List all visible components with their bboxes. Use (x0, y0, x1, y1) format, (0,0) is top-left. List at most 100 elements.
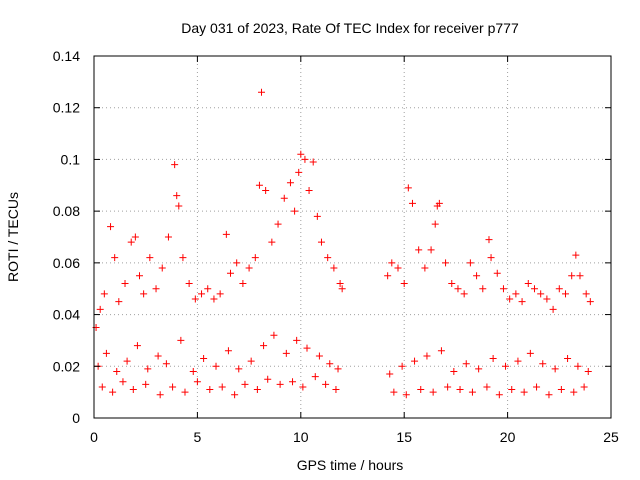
data-point (171, 161, 179, 169)
data-point (400, 280, 408, 288)
data-point (264, 375, 272, 383)
data-point (562, 290, 570, 298)
chart-title: Day 031 of 2023, Rate Of TEC Index for r… (181, 20, 519, 36)
data-point (113, 367, 121, 375)
data-point (315, 352, 323, 360)
data-point (276, 380, 284, 388)
data-point (111, 254, 119, 262)
data-point (502, 362, 510, 370)
data-point (435, 199, 443, 207)
data-point (251, 254, 259, 262)
y-tick-label: 0.06 (53, 255, 80, 271)
data-point (466, 259, 474, 267)
data-point (198, 290, 206, 298)
data-point (398, 362, 406, 370)
data-point (291, 207, 299, 215)
data-point (154, 352, 162, 360)
data-point (109, 388, 117, 396)
data-point (543, 295, 551, 303)
data-point (539, 360, 547, 368)
data-point (107, 223, 115, 231)
axis-ticks: 0 5 10 15 20 25 0 0.02 0.04 0.06 0.08 0.1 0.12 0.14 (53, 48, 619, 445)
data-point (326, 360, 334, 368)
data-point (551, 365, 559, 373)
data-point (450, 367, 458, 375)
data-point (568, 272, 576, 280)
data-point (493, 269, 501, 277)
data-point (390, 388, 398, 396)
data-point (218, 383, 226, 391)
data-point (282, 349, 290, 357)
data-point (152, 285, 160, 293)
data-point (483, 383, 491, 391)
data-point (191, 295, 199, 303)
data-point (524, 280, 532, 288)
data-point (549, 305, 557, 313)
plot-frame (93, 55, 612, 419)
data-point (576, 272, 584, 280)
y-tick-label: 0.14 (53, 48, 80, 64)
data-point (295, 168, 303, 176)
data-point (301, 155, 309, 163)
x-tick-label: 0 (90, 429, 98, 445)
data-point (514, 357, 522, 365)
data-point (162, 360, 170, 368)
data-point (421, 264, 429, 272)
grid-lines (94, 56, 611, 418)
data-point (334, 365, 342, 373)
data-point (226, 269, 234, 277)
data-point (270, 331, 278, 339)
data-point (255, 181, 263, 189)
data-point (231, 391, 239, 399)
data-point (570, 388, 578, 396)
data-point (332, 386, 340, 394)
data-point (305, 186, 313, 194)
data-point (485, 236, 493, 244)
data-point (386, 370, 394, 378)
data-point (245, 264, 253, 272)
x-tick-label: 20 (500, 429, 516, 445)
data-point (404, 184, 412, 192)
data-point (133, 342, 141, 350)
data-point (262, 186, 270, 194)
data-point (322, 380, 330, 388)
data-point (444, 383, 452, 391)
data-point (185, 280, 193, 288)
data-point (473, 272, 481, 280)
data-point (268, 238, 276, 246)
data-point (454, 285, 462, 293)
y-tick-label: 0.12 (53, 100, 80, 116)
data-point (427, 246, 435, 254)
data-point (239, 280, 247, 288)
x-tick-label: 25 (603, 429, 619, 445)
data-point (423, 352, 431, 360)
data-point (293, 336, 301, 344)
data-point (324, 254, 332, 262)
data-point (456, 386, 464, 394)
data-point (175, 202, 183, 210)
y-tick-label: 0.1 (61, 151, 81, 167)
data-point (309, 158, 317, 166)
data-point (437, 347, 445, 355)
data-point (286, 179, 294, 187)
data-point (189, 367, 197, 375)
y-tick-label: 0.08 (53, 203, 80, 219)
data-point (520, 388, 528, 396)
data-point (526, 349, 534, 357)
data-point (98, 383, 106, 391)
data-point (169, 383, 177, 391)
data-point (574, 362, 582, 370)
data-point (222, 230, 230, 238)
data-point (475, 365, 483, 373)
data-point (518, 298, 526, 306)
data-points (92, 88, 594, 399)
data-point (119, 378, 127, 386)
data-point (402, 391, 410, 399)
data-point (173, 192, 181, 200)
data-point (129, 386, 137, 394)
data-point (216, 290, 224, 298)
data-point (258, 88, 266, 96)
data-point (158, 264, 166, 272)
data-point (142, 380, 150, 388)
data-point (582, 290, 590, 298)
